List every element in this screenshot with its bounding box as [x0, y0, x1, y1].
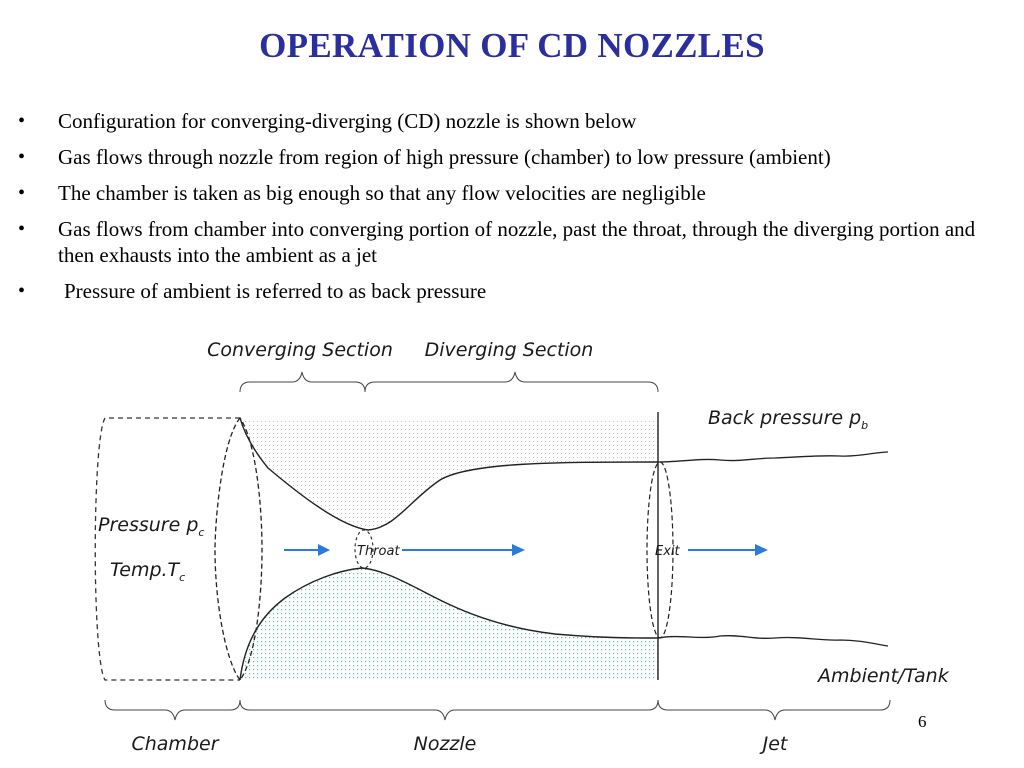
chamber-pressure-subscript: c: [198, 526, 204, 539]
nozzle-lower-wall: [239, 567, 659, 681]
bullet-text: The chamber is taken as big enough so th…: [58, 181, 706, 205]
throat-ellipse: [354, 529, 374, 569]
ambient-label: Ambient/Tank: [816, 665, 950, 687]
converging-brace: [239, 371, 366, 393]
upper-stipple-region: [240, 418, 658, 530]
chamber-brace: [104, 699, 241, 721]
jet-lower-boundary: [657, 634, 889, 647]
chamber-temp-label: Temp.Tc: [110, 559, 185, 584]
bullet-text: Gas flows from chamber into converging p…: [58, 217, 976, 267]
bullet-dot: •: [18, 110, 26, 132]
flow-arrow: [402, 544, 525, 556]
slide-title: OPERATION OF CD NOZZLES: [259, 26, 765, 65]
back-pressure-text: Back pressure p: [708, 407, 861, 429]
bullet-item: • Configuration for converging-diverging …: [18, 108, 1008, 134]
chamber-temp-text: Temp.T: [110, 559, 181, 581]
nozzle-upper-wall: [239, 417, 659, 531]
throat-label: Throat: [357, 544, 400, 559]
jet-upper-boundary: [657, 451, 889, 463]
lower-stipple-region: [240, 568, 658, 680]
bullet-list: • Configuration for converging-diverging …: [18, 108, 1008, 314]
jet-label: Jet: [759, 733, 789, 755]
chamber-label: Chamber: [131, 733, 219, 755]
flow-arrow: [284, 544, 330, 556]
bullet-text: Configuration for converging-diverging (…: [58, 109, 637, 133]
back-pressure-subscript: b: [861, 419, 868, 432]
bullet-text: Pressure of ambient is referred to as ba…: [64, 279, 487, 303]
chamber-outline: [94, 417, 240, 681]
bullet-text: Gas flows through nozzle from region of …: [58, 145, 831, 169]
converging-section-label: Converging Section: [207, 339, 393, 361]
back-pressure-label: Back pressure pb: [708, 407, 868, 432]
chamber-pressure-text: Pressure p: [98, 514, 198, 536]
jet-brace: [657, 699, 891, 721]
bullet-item: • Gas flows through nozzle from region of…: [18, 144, 1008, 170]
bullet-dot: •: [18, 182, 26, 204]
bullet-dot: •: [18, 146, 26, 168]
bullet-dot: •: [18, 218, 26, 240]
bullet-item: • Gas flows from chamber into converging …: [18, 216, 1008, 268]
chamber-pressure-label: Pressure pc: [98, 514, 204, 539]
exit-label: Exit: [655, 544, 681, 559]
diverging-brace: [364, 371, 659, 393]
chamber-temp-subscript: c: [179, 571, 185, 584]
nozzle-brace: [239, 699, 659, 721]
bullet-item: • The chamber is taken as big enough so t…: [18, 180, 1008, 206]
bullet-dot: •: [18, 280, 26, 302]
page-number: 6: [918, 712, 927, 731]
bullet-item: • Pressure of ambient is referred to as b…: [18, 278, 1008, 304]
flow-arrow: [688, 544, 768, 556]
diverging-section-label: Diverging Section: [425, 339, 594, 361]
nozzle-label: Nozzle: [414, 733, 477, 755]
chamber-inlet-ellipse: [214, 416, 263, 682]
